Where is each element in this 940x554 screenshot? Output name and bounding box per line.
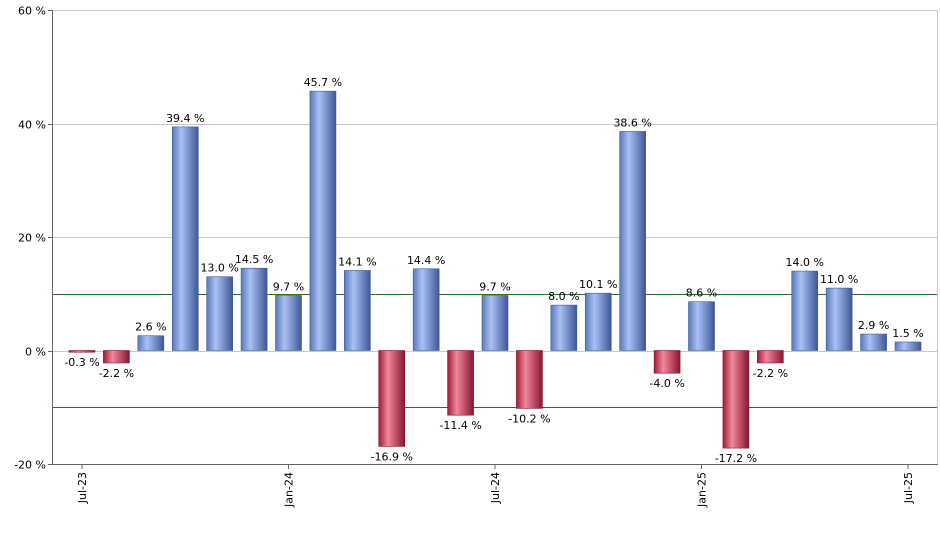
data-label: 38.6 % (613, 116, 651, 129)
data-label: 14.0 % (786, 256, 824, 269)
bar (619, 131, 646, 351)
bar (309, 90, 337, 351)
bar (584, 292, 612, 351)
bar (275, 295, 302, 351)
data-label: 39.4 % (166, 112, 204, 125)
data-label: 45.7 % (304, 76, 342, 89)
data-label: 14.4 % (407, 254, 445, 267)
x-tick-label: Jan-25 (696, 472, 709, 508)
y-tick-label: 60 % (18, 5, 46, 18)
data-label: 2.9 % (858, 319, 889, 332)
bar (68, 350, 96, 353)
data-label: -16.9 % (371, 450, 413, 463)
data-label: 10.1 % (579, 278, 617, 291)
bar (171, 126, 199, 351)
bars (68, 90, 922, 449)
bar (344, 270, 371, 351)
bar (653, 350, 681, 374)
bar (412, 268, 440, 351)
data-label: 8.0 % (548, 290, 579, 303)
data-label: 13.0 % (200, 262, 238, 275)
data-label: -17.2 % (715, 452, 757, 465)
bar (722, 350, 750, 449)
data-label: -4.0 % (649, 377, 684, 390)
bar (103, 350, 130, 364)
data-label: 9.7 % (479, 280, 510, 293)
data-labels: -0.3 %-2.2 %2.6 %39.4 %13.0 %14.5 %9.7 %… (64, 76, 923, 465)
data-label: 9.7 % (273, 280, 304, 293)
bar (550, 304, 578, 351)
data-label: -2.2 % (753, 367, 788, 380)
bar (825, 287, 853, 351)
bar (757, 350, 784, 364)
y-tick-label: 20 % (18, 232, 46, 245)
x-tick-label: Jul-23 (76, 472, 89, 504)
data-label: 8.6 % (686, 287, 717, 300)
bar (378, 350, 406, 447)
data-label: 14.1 % (338, 255, 376, 268)
bar (516, 350, 543, 409)
data-label: 11.0 % (820, 273, 858, 286)
y-tick-label: 0 % (25, 346, 46, 359)
bar (791, 270, 819, 351)
data-label: -0.3 % (64, 356, 99, 369)
x-tick-label: Jul-25 (902, 472, 915, 504)
data-label: -11.4 % (439, 419, 481, 432)
bar (240, 267, 268, 351)
bar (447, 350, 474, 416)
data-label: -10.2 % (508, 412, 550, 425)
x-tick-label: Jul-24 (489, 472, 502, 504)
reference-lines (52, 294, 938, 408)
data-label: 2.6 % (135, 321, 166, 334)
data-label: 1.5 % (892, 327, 923, 340)
bar (481, 295, 509, 351)
y-tick-label: -20 % (14, 459, 46, 472)
x-tick-label: Jan-24 (283, 472, 296, 508)
bar (137, 335, 165, 351)
bar (860, 333, 887, 351)
y-tick-label: 40 % (18, 119, 46, 132)
axes: -20 % 0 % 20 % 40 % 60 % Jul-23 Jan-24 Jul-24 Ja… (14, 5, 938, 508)
bar (688, 301, 715, 351)
bar (894, 341, 922, 351)
data-label: -2.2 % (99, 367, 134, 380)
bar (206, 276, 233, 351)
data-label: 14.5 % (235, 253, 273, 266)
gridlines (52, 10, 938, 352)
